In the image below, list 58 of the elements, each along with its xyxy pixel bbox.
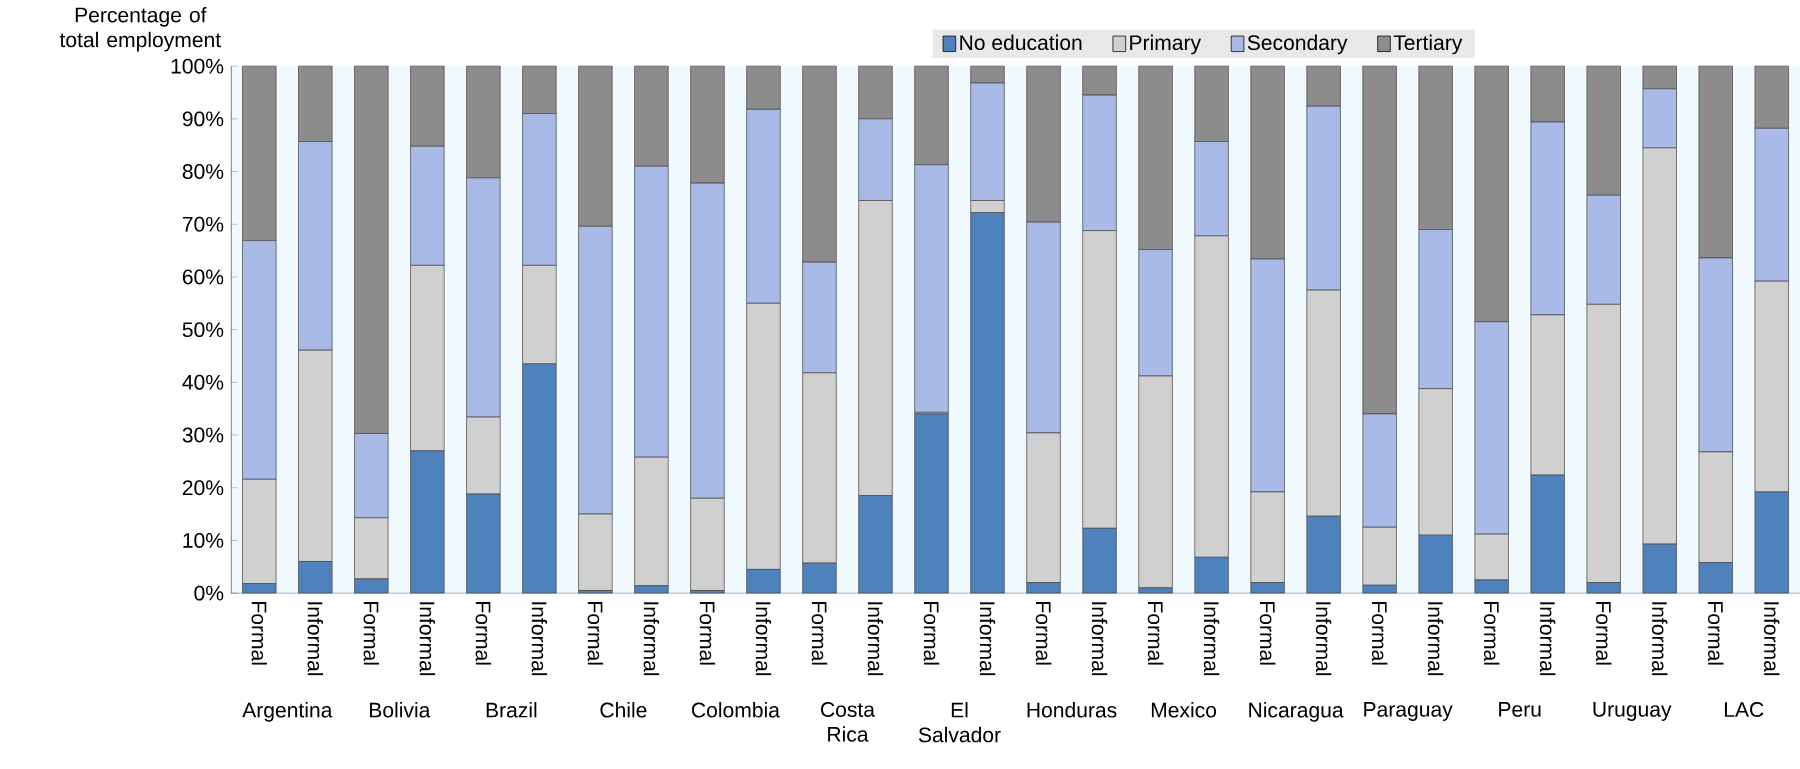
x-tick-label: Formal — [699, 602, 716, 665]
x-tick-label: Informal — [1315, 602, 1332, 676]
text: Costa Rica — [821, 702, 875, 743]
x-tick-label: Informal — [1203, 602, 1220, 676]
x-tick-label: Formal — [1707, 602, 1724, 665]
x-tick-label: Formal — [475, 602, 492, 665]
x-tick-label: Formal — [1259, 602, 1276, 665]
y-tick-label: 40% — [182, 375, 224, 391]
x-tick-label: Informal — [1539, 602, 1556, 676]
x-tick-label: Formal — [363, 602, 380, 665]
y-tick-label: 60% — [182, 269, 224, 285]
x-tick-label: Formal — [1371, 602, 1388, 665]
x-tick-label: Formal — [1483, 602, 1500, 665]
x-tick-label: Informal — [307, 602, 324, 676]
y-tick-label: 30% — [182, 427, 224, 443]
x-tick-label: Informal — [419, 602, 436, 676]
text: Paraguay — [1364, 702, 1453, 722]
y-tick-label: 90% — [182, 111, 224, 127]
y-tick-label: 50% — [182, 322, 224, 338]
x-tick-label: Informal — [979, 602, 996, 676]
x-tick-label: Informal — [1764, 602, 1780, 676]
y-tick-label: 20% — [182, 480, 224, 496]
legend-label: Primary — [1130, 34, 1202, 55]
legend-label: No education — [960, 34, 1082, 51]
x-tick-label: Informal — [1091, 602, 1108, 676]
text: Chile — [600, 702, 647, 718]
text: Colombia — [691, 702, 780, 718]
text: El Salvador — [918, 702, 1001, 743]
y-tick-label: 10% — [183, 533, 224, 549]
text: Uruguay — [1593, 702, 1672, 722]
legend-label: Secondary — [1247, 34, 1348, 55]
y-axis-title: Percentage of total employment — [59, 7, 221, 52]
x-tick-label: Formal — [1595, 602, 1612, 665]
text: Peru — [1499, 702, 1541, 717]
text: Nicaragua — [1249, 702, 1344, 722]
text: Honduras — [1027, 702, 1117, 718]
x-tick-label: Informal — [755, 602, 772, 676]
y-tick-label: 100% — [171, 58, 224, 74]
y-tick-label: 70% — [182, 217, 224, 232]
text: LAC — [1724, 702, 1764, 718]
x-tick-label: Formal — [251, 602, 268, 665]
x-tick-label: Formal — [1147, 602, 1164, 665]
x-tick-label: Formal — [1035, 602, 1052, 665]
legend-label: Tertiary — [1393, 34, 1463, 55]
text: Argentina — [242, 702, 333, 722]
x-tick-label: Informal — [1427, 602, 1444, 676]
text: Bolivia — [370, 702, 431, 718]
text: Brazil — [486, 702, 537, 718]
x-tick-label: Informal — [867, 602, 884, 676]
x-tick-label: Formal — [811, 602, 828, 665]
x-tick-label: Informal — [531, 602, 548, 676]
x-tick-label: Informal — [643, 602, 660, 676]
y-tick-label: 0% — [194, 585, 224, 601]
x-tick-label: Formal — [923, 602, 940, 665]
x-tick-label: Formal — [587, 602, 604, 665]
x-tick-label: Informal — [1651, 602, 1668, 676]
y-tick-label: 80% — [182, 164, 224, 180]
text: Mexico — [1151, 702, 1217, 718]
